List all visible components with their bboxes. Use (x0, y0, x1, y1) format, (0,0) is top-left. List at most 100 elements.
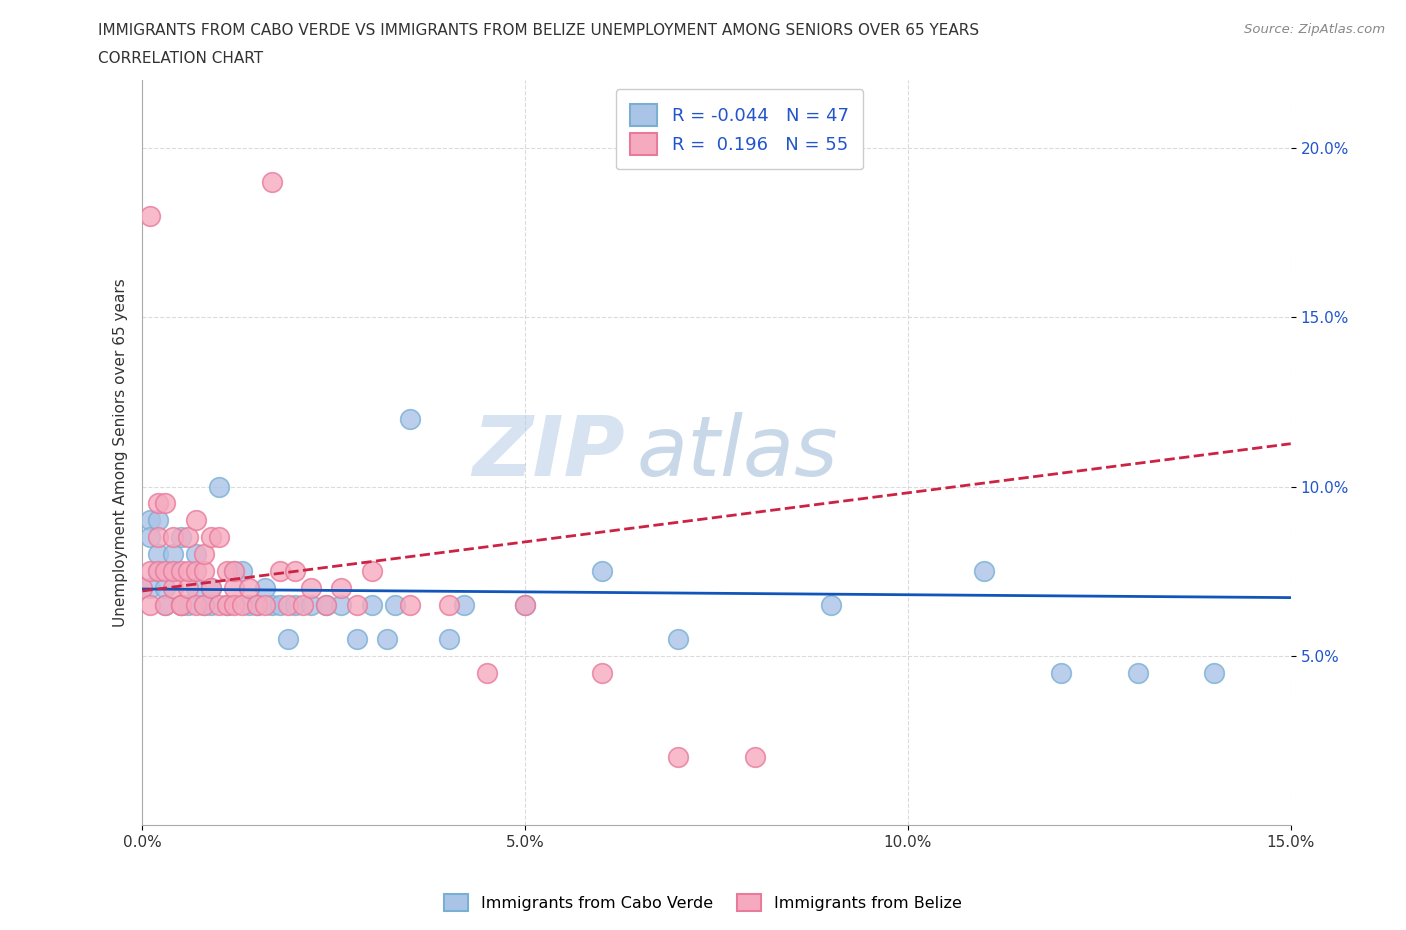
Point (155, 564, 177, 578)
Legend: R = -0.044   N = 47, R =  0.196   N = 55: R = -0.044 N = 47, R = 0.196 N = 55 (616, 89, 863, 169)
Point (146, 530, 169, 545)
Point (437, 598, 460, 613)
Point (666, 631, 689, 646)
Point (193, 547, 215, 562)
Point (1204, 665, 1226, 680)
Point (208, 598, 231, 613)
Point (184, 547, 207, 562)
Text: IMMIGRANTS FROM CABO VERDE VS IMMIGRANTS FROM BELIZE UNEMPLOYMENT AMONG SENIORS : IMMIGRANTS FROM CABO VERDE VS IMMIGRANTS… (98, 23, 980, 38)
Point (262, 598, 284, 613)
Point (224, 564, 246, 578)
Text: Source: ZipAtlas.com: Source: ZipAtlas.com (1244, 23, 1385, 36)
Point (475, 665, 498, 680)
Point (1050, 665, 1073, 680)
Point (361, 564, 384, 578)
Point (177, 530, 200, 545)
Y-axis label: Unemployment Among Seniors over 65 years: Unemployment Among Seniors over 65 years (114, 278, 128, 627)
Point (269, 598, 291, 613)
Point (177, 564, 200, 578)
Point (330, 580, 353, 595)
Point (162, 530, 184, 545)
Point (193, 598, 215, 613)
Point (224, 564, 246, 578)
Point (139, 598, 162, 613)
Point (277, 598, 299, 613)
Point (591, 665, 613, 680)
Point (193, 598, 215, 613)
Point (269, 564, 291, 578)
Point (139, 513, 162, 528)
Point (146, 564, 169, 578)
Point (1126, 665, 1149, 680)
Point (208, 479, 231, 494)
Point (315, 598, 337, 613)
Point (238, 598, 260, 613)
Point (200, 580, 222, 595)
Point (169, 598, 191, 613)
Text: atlas: atlas (636, 412, 838, 493)
Point (591, 564, 613, 578)
Point (162, 580, 184, 595)
Point (375, 631, 398, 646)
Point (284, 564, 307, 578)
Point (399, 411, 422, 426)
Point (215, 598, 238, 613)
Point (315, 598, 337, 613)
Point (131, 580, 153, 595)
Point (277, 631, 299, 646)
Point (224, 580, 246, 595)
Point (346, 598, 368, 613)
Point (437, 631, 460, 646)
Point (513, 598, 536, 613)
Point (200, 598, 222, 613)
Point (299, 598, 322, 613)
Point (155, 598, 177, 613)
Point (238, 580, 260, 595)
Point (246, 598, 269, 613)
Point (231, 598, 253, 613)
Point (169, 530, 191, 545)
Point (162, 564, 184, 578)
Point (139, 564, 162, 578)
Point (184, 513, 207, 528)
Point (820, 598, 842, 613)
Point (146, 547, 169, 562)
Point (184, 598, 207, 613)
Point (284, 598, 307, 613)
Point (361, 598, 384, 613)
Point (253, 580, 276, 595)
Point (155, 598, 177, 613)
Point (184, 580, 207, 595)
Point (193, 564, 215, 578)
Text: CORRELATION CHART: CORRELATION CHART (98, 51, 263, 66)
Point (330, 598, 353, 613)
Point (146, 564, 169, 578)
Point (253, 598, 276, 613)
Point (155, 496, 177, 511)
Point (231, 564, 253, 578)
Point (162, 564, 184, 578)
Point (215, 564, 238, 578)
Point (299, 580, 322, 595)
Point (973, 564, 995, 578)
Point (177, 580, 200, 595)
Point (399, 598, 422, 613)
Point (744, 750, 766, 764)
Point (513, 598, 536, 613)
Point (384, 598, 406, 613)
Text: ZIP: ZIP (472, 412, 624, 493)
Point (162, 547, 184, 562)
Point (200, 580, 222, 595)
Point (177, 598, 200, 613)
Point (169, 598, 191, 613)
Point (184, 564, 207, 578)
Point (292, 598, 315, 613)
Point (146, 496, 169, 511)
Point (169, 564, 191, 578)
Legend: Immigrants from Cabo Verde, Immigrants from Belize: Immigrants from Cabo Verde, Immigrants f… (437, 888, 969, 917)
Point (139, 530, 162, 545)
Point (666, 750, 689, 764)
Point (200, 530, 222, 545)
Point (208, 530, 231, 545)
Point (155, 580, 177, 595)
